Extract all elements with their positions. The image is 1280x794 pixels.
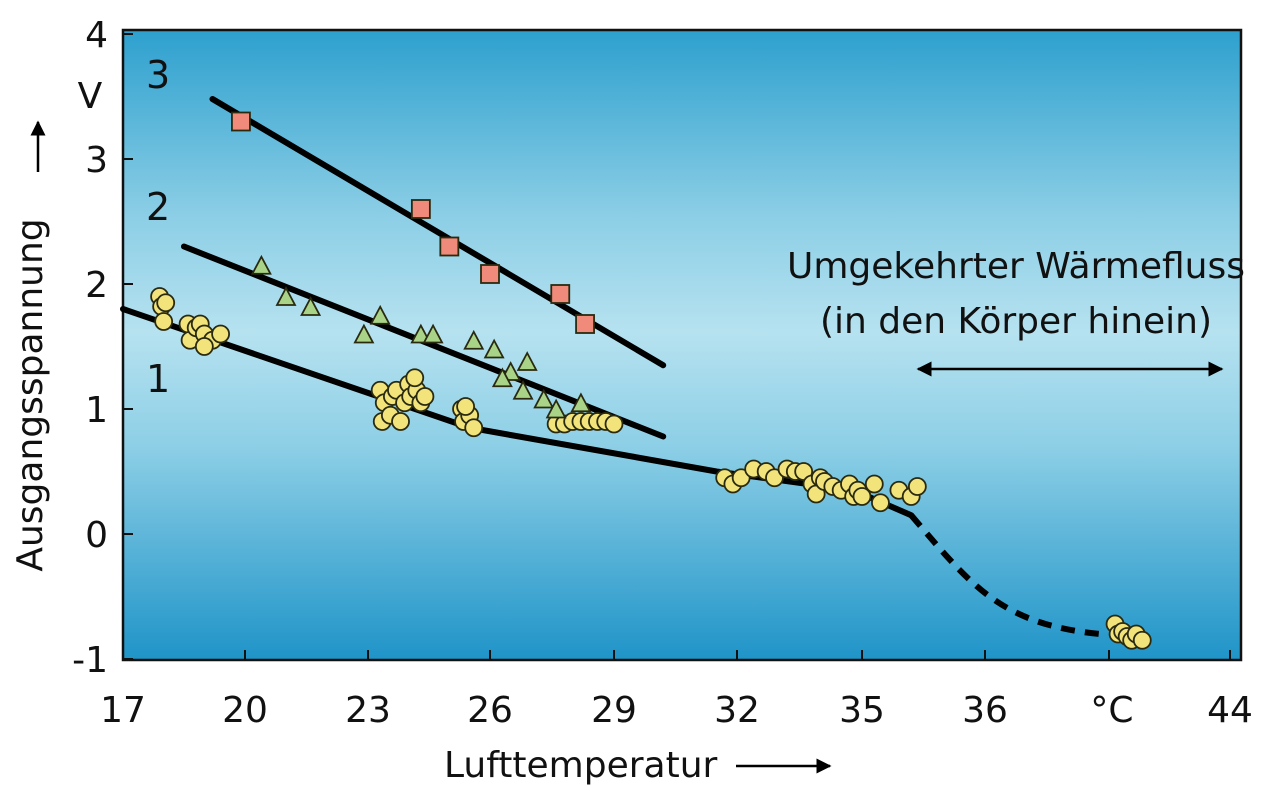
point-series-1 [194,337,214,356]
x-tick-label: 23 [345,690,391,731]
annotation-line-2: (in den Körper hinein) [820,301,1212,342]
series-label-2: 2 [146,185,170,229]
x-tick-label: 26 [467,690,513,731]
point-series-2 [300,296,322,316]
y-axis-title: Ausgangsspannung [10,218,51,571]
plot-area [121,28,1243,662]
point-series-2 [516,351,538,371]
point-series-2 [463,329,485,350]
point-series-1 [1132,630,1152,650]
point-series-2 [250,254,272,275]
point-series-2 [275,286,297,306]
annotation-line-1: Umgekehrter Wärmefluss [787,246,1245,287]
y-tick-label: 1 [85,390,108,431]
y-tick-label: 0 [85,515,108,556]
point-series-3 [575,314,595,334]
y-tick-label: 3 [85,140,108,181]
point-series-1 [871,493,890,513]
x-unit-label: °C [1090,690,1133,731]
y-tick-label: 4 [85,15,108,56]
y-tick-label: 2 [85,265,108,306]
series-label-3: 3 [146,53,170,97]
series-label-1: 1 [146,357,170,401]
y-ticks: -1 0 1 2 3 4 [72,15,133,681]
x-tick-label: 20 [222,690,268,731]
markers [150,111,1152,650]
point-series-1 [211,324,231,344]
x-tick-label: 35 [839,690,885,731]
point-series-2 [422,323,444,344]
y-tick-label: -1 [72,640,108,681]
x-tick-label: 36 [962,690,1008,731]
point-series-2 [353,323,375,344]
point-series-3 [550,284,571,304]
x-axis-title: Lufttemperatur [444,745,718,786]
x-tick-label: 29 [591,690,637,731]
point-series-2 [483,338,505,359]
point-series-1 [456,397,476,416]
point-series-1 [405,368,425,388]
point-series-2 [512,379,534,400]
x-tick-label: 17 [100,690,146,731]
point-series-1 [604,414,624,434]
point-series-3 [480,264,500,284]
y-unit-label: V [78,76,103,117]
point-series-3 [231,111,251,132]
point-series-1 [156,293,176,313]
point-series-1 [154,312,174,331]
point-series-1 [864,474,884,494]
x-tick-label: 44 [1207,690,1253,731]
point-series-2 [369,304,391,325]
point-series-1 [907,477,927,496]
point-series-1 [391,412,410,431]
fit-line-dashed-series-1 [908,513,1100,637]
point-series-3 [439,236,460,257]
point-series-1 [464,418,484,438]
x-tick-label: 32 [714,690,760,731]
point-series-1 [415,387,435,406]
point-series-2 [533,388,555,409]
point-series-2 [491,367,513,388]
point-series-2 [545,398,567,419]
x-ticks: 17 20 23 26 29 32 35 36 44 [100,650,1253,731]
point-series-1 [852,487,872,506]
point-series-2 [570,392,592,413]
point-series-3 [410,199,431,219]
